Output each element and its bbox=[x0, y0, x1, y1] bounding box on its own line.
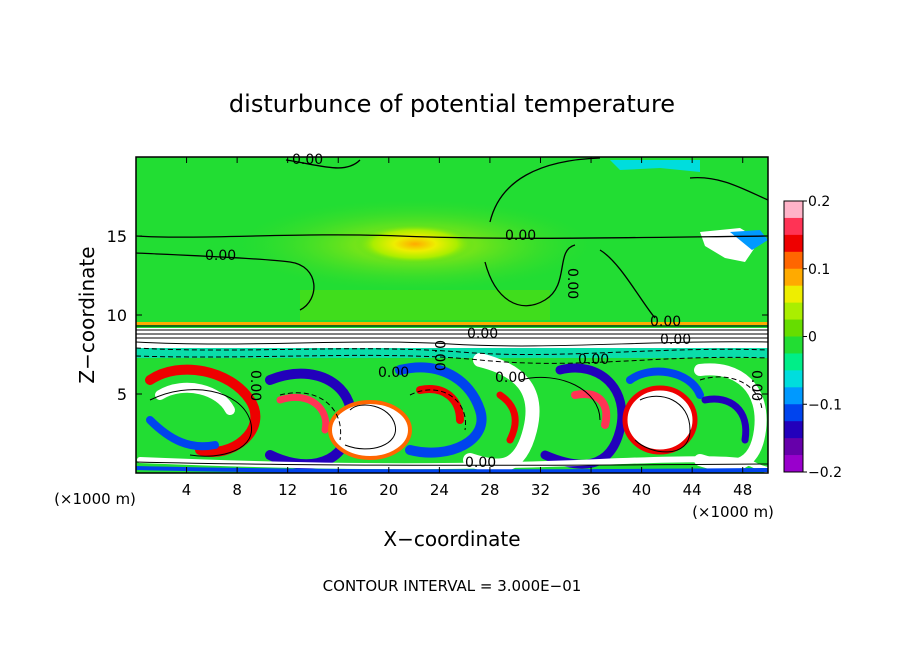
colorbar-swatch bbox=[784, 370, 803, 388]
colorbar-ticks: 0.2 0.1 0 −0.1 −0.2 bbox=[803, 194, 842, 481]
colorbar bbox=[783, 200, 804, 473]
contour-label: 0.00 bbox=[378, 365, 409, 381]
colorbar-swatch bbox=[784, 455, 803, 473]
colorbar-swatch bbox=[784, 353, 803, 371]
colorbar-swatch bbox=[784, 201, 803, 219]
contour-label: 0.00 bbox=[467, 326, 498, 342]
x-unit-left: (×1000 m) bbox=[54, 490, 136, 508]
x-tick-label: 44 bbox=[683, 481, 702, 499]
y-tick-label: 5 bbox=[117, 385, 127, 404]
colorbar-swatch bbox=[784, 251, 803, 270]
contour-label: 0.00 bbox=[650, 314, 681, 330]
x-tick-label: 40 bbox=[632, 481, 651, 499]
colorbar-swatch bbox=[784, 217, 803, 236]
colorbar-tick-label: 0 bbox=[808, 330, 817, 346]
x-tick-label: 28 bbox=[480, 481, 499, 499]
y-tick-label: 15 bbox=[107, 227, 127, 246]
x-unit-right: (×1000 m) bbox=[692, 503, 774, 521]
contour-label: 0.00 bbox=[465, 455, 496, 471]
contour-label: 0.00 bbox=[205, 248, 236, 264]
y-axis-title: Z−coordinate bbox=[75, 246, 99, 383]
x-axis-title: X−coordinate bbox=[383, 527, 520, 551]
chart-title: disturbunce of potential temperature bbox=[229, 90, 675, 118]
x-axis-ticks: 4 8 12 16 20 24 28 32 36 40 44 48 bbox=[182, 157, 752, 499]
y-axis-ticks: 5 10 15 bbox=[107, 227, 768, 404]
colorbar-swatch bbox=[784, 234, 803, 253]
x-tick-label: 8 bbox=[232, 481, 242, 499]
x-tick-label: 48 bbox=[733, 481, 752, 499]
colorbar-tick-label: −0.2 bbox=[808, 465, 842, 481]
colorbar-swatch bbox=[784, 319, 803, 337]
colorbar-tick-label: −0.1 bbox=[808, 397, 842, 413]
x-tick-label: 32 bbox=[531, 481, 550, 499]
contour-label: 0.00 bbox=[247, 370, 263, 401]
colorbar-swatch bbox=[784, 404, 803, 422]
colorbar-tick-label: 0.1 bbox=[808, 262, 830, 278]
contour-label: 0.00 bbox=[495, 370, 526, 386]
colorbar-swatch bbox=[784, 302, 803, 321]
contour-label: 0.00 bbox=[564, 268, 580, 299]
colorbar-swatch bbox=[784, 285, 803, 304]
colorbar-swatch bbox=[784, 387, 803, 405]
x-tick-label: 12 bbox=[278, 481, 297, 499]
x-tick-label: 4 bbox=[182, 481, 192, 499]
x-tick-label: 36 bbox=[581, 481, 600, 499]
colorbar-tick-label: 0.2 bbox=[808, 194, 830, 210]
contour-label: 0.00 bbox=[505, 228, 536, 244]
contour-label: 0.00 bbox=[578, 352, 609, 368]
contour-label: 0.00 bbox=[748, 370, 764, 401]
x-tick-label: 24 bbox=[430, 481, 449, 499]
plot-area bbox=[136, 157, 768, 473]
x-tick-label: 20 bbox=[379, 481, 398, 499]
contour-interval-note: CONTOUR INTERVAL = 3.000E−01 bbox=[323, 577, 582, 595]
colorbar-swatch bbox=[784, 438, 803, 456]
y-tick-label: 10 bbox=[107, 306, 127, 325]
contour-label: 0.00 bbox=[660, 332, 691, 348]
colorbar-swatch bbox=[784, 421, 803, 439]
contour-label: 0.00 bbox=[292, 152, 323, 168]
colorbar-swatch bbox=[784, 336, 803, 354]
x-tick-label: 16 bbox=[329, 481, 348, 499]
contour-label: 0.00 bbox=[431, 340, 447, 371]
colorbar-swatch bbox=[784, 268, 803, 287]
